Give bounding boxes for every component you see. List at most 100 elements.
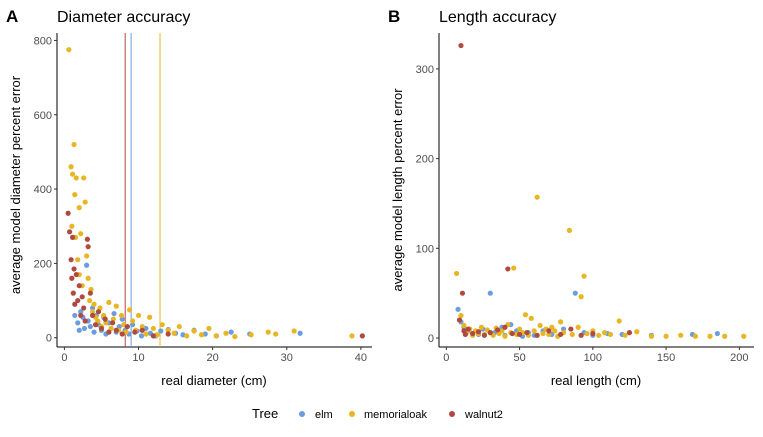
panel-a-point-walnut2 <box>71 266 77 272</box>
panel-a-point-memorialoak <box>206 325 212 332</box>
panel-a-point-elm <box>130 322 136 328</box>
panel-b-point-memorialoak <box>522 312 529 318</box>
panel-a-point-elm <box>87 323 93 330</box>
panel-a-point-memorialoak <box>72 192 78 198</box>
panel-b-point-memorialoak <box>566 227 572 233</box>
legend-label-elm: elm <box>315 409 333 421</box>
panel-a-point-walnut2 <box>79 294 85 300</box>
panel-b-point-memorialoak <box>516 326 523 332</box>
panel-b-point-walnut2 <box>568 326 574 332</box>
panel-a-point-memorialoak <box>127 307 133 313</box>
panel-a-point-walnut2 <box>72 301 78 307</box>
legend-title: Tree <box>252 406 278 421</box>
panel-b-point-elm <box>572 290 578 296</box>
panel-a-point-elm <box>138 333 145 339</box>
panel-a-y-tick-label: 200 <box>34 258 52 270</box>
panel-a-point-memorialoak <box>165 327 171 333</box>
panel-b-x-tick-label: 50 <box>513 352 525 364</box>
panel-a-point-walnut2 <box>89 312 96 319</box>
panel-b-point-walnut2 <box>534 332 540 338</box>
panel-a-point-memorialoak <box>71 141 77 148</box>
panel-b-point-memorialoak <box>552 328 558 334</box>
panel-b-point-elm <box>455 306 461 312</box>
panel-b-point-walnut2 <box>475 329 482 335</box>
panel-b-point-elm <box>714 330 720 337</box>
panel-a-point-walnut2 <box>165 331 171 337</box>
panel-b-point-walnut2 <box>481 332 488 338</box>
panel-a-point-memorialoak <box>147 314 153 320</box>
panel-a-point-memorialoak <box>139 323 145 330</box>
panel-b-point-memorialoak <box>596 332 602 338</box>
panel-a-point-walnut2 <box>82 318 88 324</box>
panel-b-point-memorialoak <box>584 330 590 337</box>
panel-a-point-memorialoak <box>78 231 84 237</box>
panel-b-point-memorialoak <box>569 331 575 338</box>
panel-b-point-walnut2 <box>458 42 464 49</box>
panel-b-y-tick-label: 0 <box>428 333 434 345</box>
panel-a-point-memorialoak <box>198 332 205 338</box>
panel-b-point-walnut2 <box>546 328 552 334</box>
panel-a-point-elm <box>228 329 234 335</box>
panel-b-point-memorialoak <box>537 322 543 329</box>
panel-b-point-memorialoak <box>458 313 464 319</box>
panel-a-point-walnut2 <box>75 297 81 304</box>
panel-a-point-walnut2 <box>65 210 71 216</box>
panel-b-point-memorialoak <box>546 331 552 338</box>
panel-b-point-memorialoak <box>634 329 640 335</box>
panel-a-point-walnut2 <box>119 331 125 337</box>
panel-b-point-walnut2 <box>459 290 466 296</box>
legend-key-walnut2 <box>449 411 455 417</box>
panel-b-title: Length accuracy <box>439 9 556 26</box>
panel-b-point-memorialoak <box>499 328 505 334</box>
panel-b-point-walnut2 <box>465 326 471 332</box>
panel-a-point-memorialoak <box>118 312 125 319</box>
panel-a-point-memorialoak <box>130 318 136 324</box>
panel-a-point-memorialoak <box>291 328 297 334</box>
panel-b-point-memorialoak <box>540 330 546 337</box>
panel-b-point-memorialoak <box>707 333 713 339</box>
panel-a-point-memorialoak <box>143 331 149 337</box>
panel-a-point-elm <box>91 329 97 335</box>
panel-a-point-walnut2 <box>81 305 87 311</box>
panel-a-point-elm <box>81 325 88 332</box>
panel-a-point-walnut2 <box>124 323 131 330</box>
legend-key-elm <box>299 411 305 417</box>
panel-a-point-memorialoak <box>73 175 79 181</box>
panel-a-point-walnut2 <box>98 325 105 332</box>
panel-a-point-memorialoak <box>223 330 229 336</box>
panel-b-x-axis-title: real length (cm) <box>551 373 641 388</box>
panel-b-point-memorialoak <box>722 333 728 339</box>
panel-a-point-memorialoak <box>69 223 75 229</box>
panel-b-point-walnut2 <box>509 330 515 337</box>
panel-a-x-axis-title: real diameter (cm) <box>161 373 266 388</box>
panel-a-point-walnut2 <box>150 333 156 339</box>
legend-key-memorialoak <box>349 411 355 417</box>
panel-a-point-walnut2 <box>132 329 138 335</box>
panel-a-point-memorialoak <box>91 301 97 307</box>
panel-b-point-walnut2 <box>505 266 511 272</box>
panel-b-tag: B <box>388 7 400 26</box>
panel-a-y-tick-label: 400 <box>34 184 52 196</box>
panel-b-y-tick-label: 300 <box>416 64 434 76</box>
panel-b-point-memorialoak <box>531 328 537 334</box>
panel-a-point-memorialoak <box>184 333 190 339</box>
panel-a-point-walnut2 <box>109 320 116 326</box>
panel-a-y-tick-label: 600 <box>34 110 52 122</box>
panel-a-point-walnut2 <box>67 229 73 235</box>
panel-a-point-elm <box>78 309 84 315</box>
panel-b-point-walnut2 <box>502 324 508 330</box>
panel-a-point-walnut2 <box>85 244 91 250</box>
panel-a-point-memorialoak <box>232 333 238 340</box>
panel-a-point-memorialoak <box>85 275 91 281</box>
panel-a: A Diameter accuracy average model diamet… <box>6 7 372 388</box>
panel-a-point-walnut2 <box>70 290 76 296</box>
panel-a-point-memorialoak <box>87 297 93 304</box>
panel-b-x-tick-label: 150 <box>657 352 675 364</box>
panel-a-plot-area: 0 200 400 600 800 0 10 20 30 40 <box>34 33 372 364</box>
panel-a-y-tick-label: 800 <box>34 35 52 47</box>
panel-a-point-elm <box>111 310 117 317</box>
panel-a-point-elm <box>84 262 90 268</box>
panel-a-x-tick-label: 20 <box>207 352 219 364</box>
panel-a-point-memorialoak <box>171 330 177 336</box>
